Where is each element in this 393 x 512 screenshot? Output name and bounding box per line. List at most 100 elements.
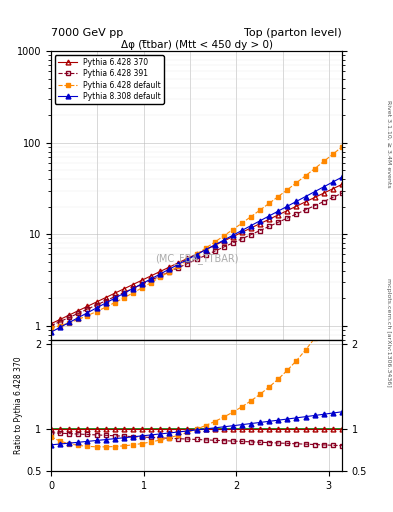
Pythia 8.308 default [331,179,335,185]
Pythia 6.428 370 [285,207,290,214]
Pythia 6.428 391 [340,190,344,196]
Pythia 6.428 370 [140,277,144,283]
Pythia 6.428 default [130,290,135,296]
Pythia 8.308 default [185,257,190,263]
Pythia 6.428 391 [67,314,72,321]
Pythia 8.308 default [312,188,317,195]
Pythia 6.428 391 [331,195,335,201]
Pythia 8.308 default [176,261,181,267]
Pythia 8.308 default [103,300,108,306]
Pythia 6.428 370 [212,242,217,248]
Pythia 6.428 default [103,304,108,310]
Pythia 6.428 391 [94,302,99,308]
Pythia 6.428 default [340,144,344,150]
Pythia 8.308 default [231,232,235,239]
Pythia 8.308 default [240,227,244,233]
Pythia 6.428 default [303,173,308,179]
Pythia 6.428 370 [121,286,126,292]
Text: Top (parton level): Top (parton level) [244,28,342,38]
Pythia 8.308 default [76,314,81,321]
Pythia 6.428 370 [340,181,344,187]
Pythia 8.308 default [276,208,281,214]
Pythia 6.428 391 [49,323,53,329]
Pythia 8.308 default [67,319,72,326]
Line: Pythia 8.308 default: Pythia 8.308 default [49,175,344,334]
Pythia 6.428 default [94,308,99,314]
Pythia 8.308 default [130,286,135,292]
Pythia 6.428 default [85,312,90,318]
Pythia 6.428 391 [240,236,244,242]
Pythia 6.428 default [212,239,217,245]
Pythia 6.428 391 [130,285,135,291]
Pythia 8.308 default [321,184,326,190]
Pythia 6.428 default [112,300,117,306]
Pythia 6.428 370 [321,190,326,196]
Text: mcplots.cern.ch [arXiv:1306.3436]: mcplots.cern.ch [arXiv:1306.3436] [386,279,391,387]
Pythia 8.308 default [212,242,217,248]
Text: 7000 GeV pp: 7000 GeV pp [51,28,123,38]
Pythia 8.308 default [58,324,62,330]
Pythia 8.308 default [158,271,163,277]
Pythia 6.428 370 [221,238,226,244]
Pythia 6.428 370 [76,308,81,314]
Pythia 8.308 default [340,174,344,180]
Pythia 6.428 370 [167,264,172,270]
Pythia 8.308 default [194,251,199,258]
Pythia 6.428 370 [176,260,181,266]
Line: Pythia 6.428 391: Pythia 6.428 391 [49,191,344,328]
Pythia 6.428 default [267,200,272,206]
Line: Pythia 6.428 default: Pythia 6.428 default [49,144,344,330]
Pythia 6.428 default [49,325,53,331]
Pythia 6.428 391 [121,289,126,295]
Pythia 8.308 default [112,295,117,301]
Pythia 8.308 default [140,281,144,287]
Legend: Pythia 6.428 370, Pythia 6.428 391, Pythia 6.428 default, Pythia 8.308 default: Pythia 6.428 370, Pythia 6.428 391, Pyth… [55,55,164,104]
Pythia 6.428 default [149,280,153,286]
Pythia 6.428 370 [312,195,317,201]
Pythia 6.428 391 [112,294,117,300]
Pythia 6.428 391 [258,227,263,233]
Pythia 6.428 default [140,285,144,291]
Pythia 6.428 391 [267,223,272,229]
Pythia 6.428 391 [85,306,90,312]
Pythia 6.428 default [176,263,181,269]
Pythia 6.428 370 [130,282,135,288]
Pythia 8.308 default [94,305,99,311]
Pythia 6.428 default [185,257,190,263]
Pythia 6.428 default [240,220,244,226]
Pythia 6.428 default [249,214,253,220]
Pythia 6.428 370 [240,229,244,236]
Pythia 6.428 391 [149,277,153,283]
Pythia 6.428 default [285,186,290,193]
Pythia 6.428 default [167,269,172,275]
Pythia 8.308 default [121,290,126,296]
Pythia 6.428 391 [203,252,208,259]
Title: Δφ (t̅tbar) (Mtt < 450 dy > 0): Δφ (t̅tbar) (Mtt < 450 dy > 0) [121,40,272,50]
Pythia 6.428 370 [303,199,308,205]
Text: Rivet 3.1.10, ≥ 3.4M events: Rivet 3.1.10, ≥ 3.4M events [386,99,391,187]
Pythia 8.308 default [285,203,290,209]
Pythia 6.428 default [276,194,281,200]
Pythia 6.428 default [158,274,163,280]
Pythia 6.428 default [221,233,226,239]
Pythia 6.428 370 [149,273,153,279]
Pythia 6.428 default [121,295,126,301]
Pythia 6.428 370 [203,247,208,253]
Pythia 6.428 default [76,316,81,323]
Pythia 6.428 391 [276,219,281,225]
Pythia 6.428 370 [103,294,108,301]
Pythia 8.308 default [267,213,272,219]
Pythia 6.428 default [203,245,208,251]
Pythia 8.308 default [167,266,172,272]
Pythia 6.428 391 [285,215,290,221]
Pythia 6.428 391 [221,244,226,250]
Pythia 6.428 default [312,165,317,172]
Pythia 6.428 default [194,251,199,258]
Pythia 6.428 370 [112,290,117,296]
Pythia 8.308 default [49,329,53,335]
Pythia 6.428 370 [158,268,163,274]
Pythia 6.428 default [321,158,326,164]
Pythia 6.428 default [231,226,235,232]
Pythia 6.428 391 [321,199,326,205]
Pythia 6.428 391 [58,318,62,325]
